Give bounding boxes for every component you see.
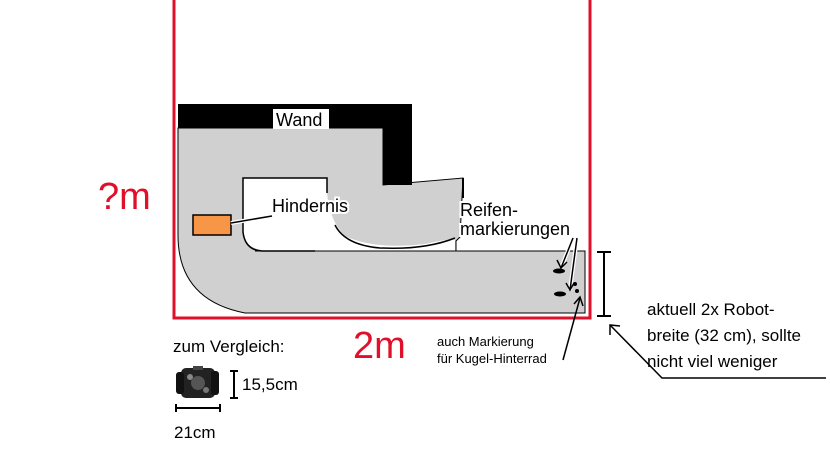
tire-marks-label-1: Reifen- <box>460 200 518 220</box>
tire-mark-1 <box>553 268 565 274</box>
tire-mark-curve <box>334 224 456 250</box>
wall <box>178 104 412 185</box>
comparison-label: zum Vergleich: <box>173 337 285 356</box>
arrow-tire-2-line <box>569 237 578 291</box>
height-dimension: ?m <box>98 176 151 218</box>
wall-label: Wand <box>276 110 322 130</box>
robot-height-label: 15,5cm <box>242 375 298 394</box>
arrow-tire-1-line <box>560 237 574 269</box>
robot-width-label: 21cm <box>174 423 216 442</box>
arrow-tire-1-head <box>556 259 568 270</box>
caster-label-1: auch Markierung <box>437 334 534 349</box>
robot-icon <box>176 366 219 398</box>
wall-label-bg <box>273 109 329 129</box>
obstacle-region <box>243 178 455 251</box>
arrow-tire-2-head <box>565 282 575 292</box>
width-dimension: 2m <box>353 325 406 367</box>
note-line-3: nicht viel weniger <box>647 352 778 371</box>
note-arrow-head <box>609 324 621 335</box>
obstacle-label: Hindernis <box>272 196 348 216</box>
note-line-1: aktuell 2x Robot- <box>647 300 775 319</box>
note-arrow <box>609 324 826 379</box>
note-line-2: breite (32 cm), sollte <box>647 326 801 345</box>
start-marker <box>192 214 232 236</box>
caster-label-2: für Kugel-Hinterrad <box>437 351 547 366</box>
arrow-caster <box>562 297 581 361</box>
caster-mark-2 <box>575 289 579 293</box>
track-area <box>177 127 586 314</box>
tire-marks-label-2: markierungen <box>460 219 570 239</box>
arrow-caster-head <box>573 295 584 307</box>
tire-mark-2 <box>554 291 566 297</box>
obstacle-pointer-line <box>230 215 273 224</box>
arena-boundary <box>172 0 592 320</box>
